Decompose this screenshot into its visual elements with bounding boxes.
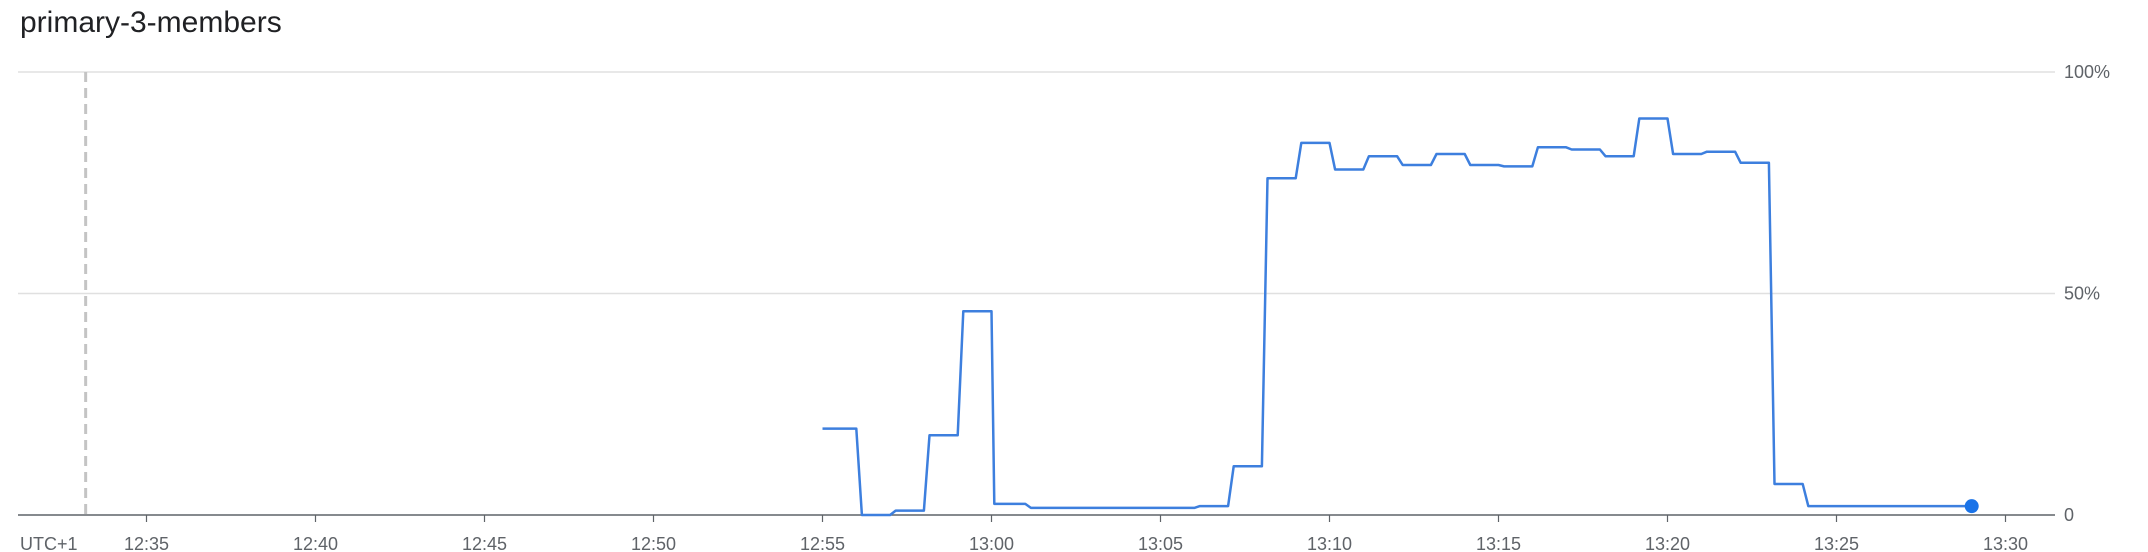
x-tick-label: 13:10 xyxy=(1307,534,1352,552)
y-tick-label: 0 xyxy=(2064,505,2074,525)
x-tick-label: 12:35 xyxy=(124,534,169,552)
x-tick-label: 12:45 xyxy=(462,534,507,552)
x-tick-label: 13:20 xyxy=(1645,534,1690,552)
x-tick-label: 13:05 xyxy=(1138,534,1183,552)
x-tick-label: 12:50 xyxy=(631,534,676,552)
series-line-0 xyxy=(822,117,1972,517)
chart-title: primary-3-members xyxy=(20,6,282,39)
y-tick-label: 50% xyxy=(2064,284,2100,304)
x-tick-label: 13:15 xyxy=(1476,534,1521,552)
y-tick-label: 100% xyxy=(2064,62,2110,82)
x-tick-label: 12:40 xyxy=(293,534,338,552)
x-tick-label: 13:30 xyxy=(1983,534,2028,552)
timezone-label: UTC+1 xyxy=(20,534,78,552)
series-last-point xyxy=(1964,499,1979,514)
x-tick-label: 13:00 xyxy=(969,534,1014,552)
x-tick-label: 12:55 xyxy=(800,534,845,552)
x-tick-label: 13:25 xyxy=(1814,534,1859,552)
